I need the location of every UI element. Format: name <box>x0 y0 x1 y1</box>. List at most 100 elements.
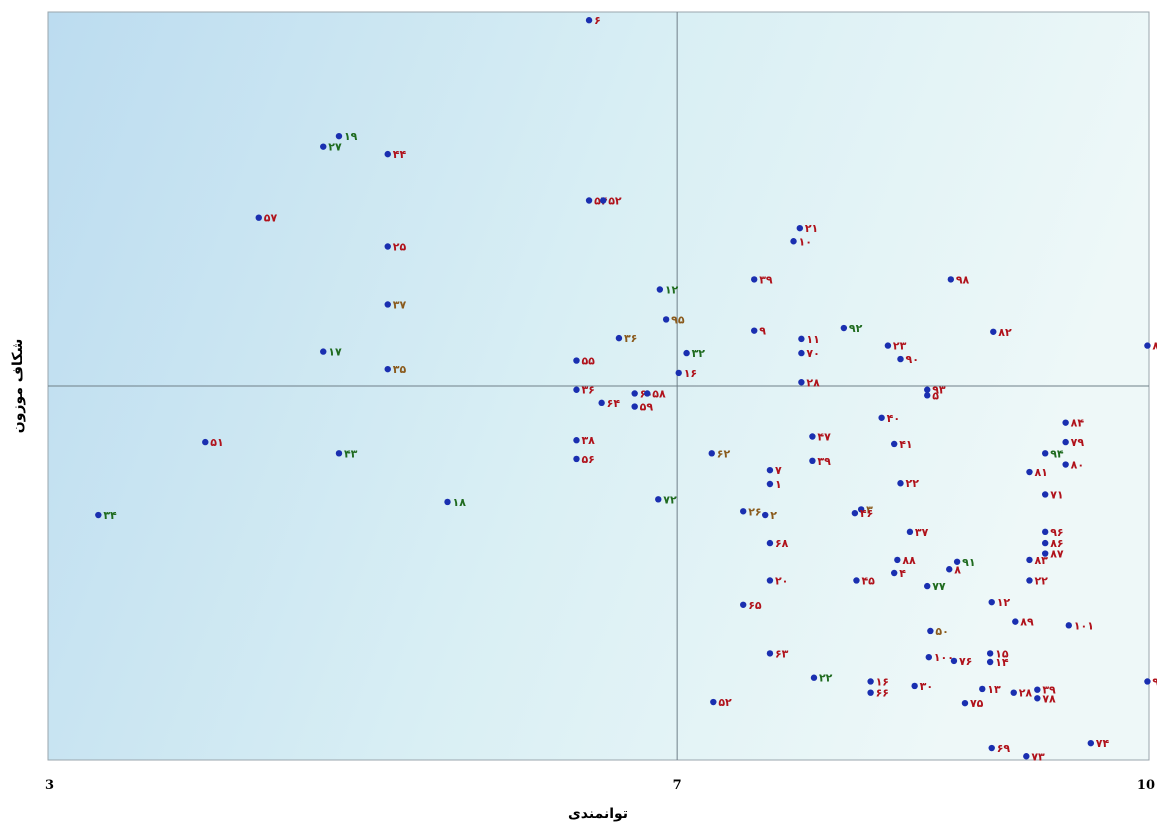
data-point <box>1144 678 1151 685</box>
data-point <box>762 511 769 519</box>
data-point <box>573 437 580 444</box>
data-point-label: ۲ <box>770 509 777 522</box>
x-tick-label: 7 <box>673 778 682 793</box>
data-point-label: ۹۲ <box>849 322 863 335</box>
data-point <box>683 349 690 357</box>
data-point <box>925 653 932 661</box>
data-point <box>573 455 580 463</box>
data-point <box>585 17 593 24</box>
data-point <box>857 506 865 513</box>
data-point <box>740 601 747 608</box>
quadrant-lines <box>48 12 1149 760</box>
data-point-label: ۱۳ <box>987 683 1001 696</box>
data-point-label: ۴۷ <box>817 430 831 443</box>
data-point <box>946 566 953 573</box>
data-point <box>656 286 664 293</box>
data-point-label: ۶۹ <box>997 742 1011 755</box>
data-point <box>202 438 209 446</box>
data-point-label: ۷۱ <box>1050 488 1063 501</box>
data-point-label: ۵۷ <box>264 212 278 225</box>
data-point <box>766 480 774 488</box>
data-point <box>573 357 580 364</box>
data-point-label: ۷۲ <box>663 493 677 506</box>
data-point-label: ۳ <box>866 503 873 516</box>
data-point <box>751 276 758 283</box>
data-point-label: ۳۲ <box>692 347 706 360</box>
data-point-label: ۳۹ <box>759 273 773 286</box>
data-point-label: ۲۵ <box>393 240 407 253</box>
data-point-label: ۵ <box>932 389 939 402</box>
data-point <box>320 143 327 150</box>
data-point <box>255 214 262 221</box>
data-point-label: ۹۱ <box>962 556 975 569</box>
data-point-label: ۸ <box>954 563 961 576</box>
data-point-label: ۵۵ <box>581 355 595 368</box>
data-point <box>809 457 816 464</box>
data-point-label: ۵۶ <box>581 453 594 466</box>
data-point-label: ۷۵ <box>970 697 984 710</box>
data-point-label: ۳۴ <box>103 509 117 522</box>
data-point-label: ۶۵ <box>748 599 762 612</box>
data-point <box>631 390 638 397</box>
data-point-label: ۲۲ <box>905 477 919 490</box>
data-point <box>573 386 580 393</box>
data-point-label: ۳۹ <box>817 455 831 468</box>
data-point-label: ۲۶ <box>748 505 761 518</box>
data-point-label: ۸۱ <box>1034 466 1047 479</box>
data-point-label: ۵۹ <box>640 401 654 414</box>
data-point-label: ۸۰ <box>1071 459 1084 472</box>
data-point <box>1087 739 1095 747</box>
data-point <box>740 508 747 515</box>
data-point <box>766 539 774 547</box>
data-point <box>384 243 391 250</box>
data-point-label: ۱۱ <box>806 333 819 346</box>
data-point-label: ۲۰ <box>775 574 788 587</box>
data-point <box>1034 695 1041 702</box>
data-point-label: ۹ <box>759 325 766 338</box>
data-point-label: ۷۰ <box>806 347 819 360</box>
data-point <box>809 433 816 440</box>
data-point <box>988 598 995 606</box>
x-axis-title: توانمندی <box>568 806 628 822</box>
data-point-label: ۷ <box>775 464 782 477</box>
data-point <box>1023 753 1030 760</box>
data-point <box>384 150 391 158</box>
data-point-label: ۴۳ <box>344 447 358 460</box>
data-point-label: ۶۶ <box>876 687 889 700</box>
data-point-label: ۸۲ <box>998 326 1012 339</box>
data-point <box>335 132 343 140</box>
data-point <box>979 685 986 693</box>
data-point <box>851 509 859 517</box>
data-point-label: ۱ <box>775 478 782 491</box>
data-point <box>990 328 997 335</box>
data-point-label: ۳۵ <box>393 363 407 376</box>
data-point-label: ۹۳ <box>932 384 946 397</box>
data-point <box>766 650 774 657</box>
x-tick-label: 3 <box>45 778 54 793</box>
data-point <box>320 348 327 355</box>
data-point-label: ۹۴ <box>1050 447 1064 460</box>
data-point-label: ۴۴ <box>393 148 407 161</box>
data-point-label: ۶ <box>594 14 601 27</box>
data-point-label: ۸۳ <box>1034 554 1048 567</box>
data-point-label: ۷۹ <box>1071 436 1085 449</box>
y-axis-title: شکاف موزون <box>10 339 26 433</box>
data-point-label: ۸۹ <box>1020 616 1034 629</box>
data-point-label: ۱۰۰ <box>934 651 954 664</box>
data-point-label: ۵۱ <box>210 436 223 449</box>
data-point <box>884 342 892 349</box>
data-point <box>600 197 607 204</box>
data-point <box>1026 556 1033 564</box>
data-point-label: ۷۸ <box>1042 692 1056 705</box>
data-point-label: ۷۳ <box>1031 750 1045 763</box>
data-point <box>444 498 451 506</box>
data-point-label: ۶۸ <box>775 537 789 550</box>
data-point <box>1062 419 1069 426</box>
data-point-label: ۴۰ <box>887 412 900 425</box>
data-point <box>1010 689 1017 696</box>
data-point <box>631 403 638 410</box>
data-point-label: ۶۳ <box>775 647 789 660</box>
data-point-label: ۵۲ <box>608 194 622 207</box>
